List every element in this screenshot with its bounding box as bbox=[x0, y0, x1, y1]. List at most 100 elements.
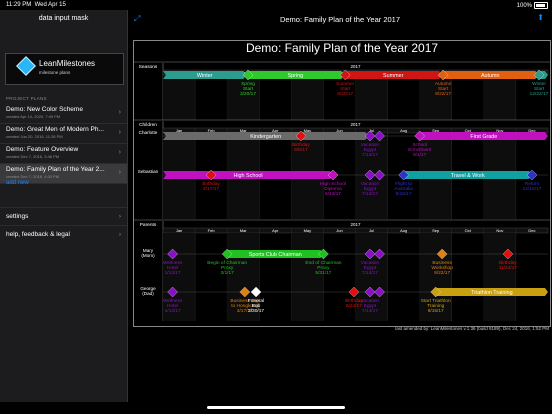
year-label: 2017 bbox=[350, 64, 361, 69]
month-tick-label: Jul bbox=[369, 228, 374, 233]
chevron-right-icon: › bbox=[118, 231, 121, 238]
month-tick-label: Jan bbox=[176, 228, 182, 233]
timeline-chart: Demo: Family Plan of the Year 2017 Seaso… bbox=[133, 40, 551, 327]
battery-icon bbox=[534, 2, 548, 9]
help-label: help, feedback & legal bbox=[6, 231, 70, 238]
milestone-label: Summer Start 6/20/17 bbox=[336, 81, 355, 97]
month-tick-label: Sep bbox=[432, 228, 440, 233]
timeline-bar-label: Travel & Work bbox=[451, 173, 485, 179]
milestone-marker bbox=[167, 286, 178, 298]
project-plan-list: Demo: New Color Scheme created Apr 14, 2… bbox=[0, 104, 127, 184]
month-shade bbox=[419, 233, 452, 321]
month-tick-label: Oct bbox=[465, 128, 472, 133]
milestone-marker bbox=[436, 248, 448, 260]
project-plans-header: PROJECT PLANS bbox=[6, 96, 47, 101]
app-logo: LeanMilestones milestone plans bbox=[5, 53, 124, 85]
milestone-marker bbox=[167, 248, 178, 260]
chevron-right-icon: › bbox=[118, 129, 121, 136]
plan-created: created Apr 14, 2020, 7:49 PM bbox=[6, 114, 61, 119]
year-label: 2017 bbox=[350, 122, 361, 127]
month-tick-label: Dec bbox=[528, 128, 535, 133]
milestone-label: Business Trip to Hongkong 3/17/17 bbox=[230, 298, 259, 314]
settings-item[interactable]: settings › bbox=[0, 207, 127, 225]
home-indicator bbox=[207, 406, 345, 409]
plan-item[interactable]: Demo: Great Men of Modern Ph... created … bbox=[0, 124, 127, 144]
section-label: Parents bbox=[140, 222, 157, 228]
milestone-marker bbox=[398, 169, 409, 181]
milestone-label: Wellness Hotel 1/13/17 bbox=[163, 260, 183, 276]
main-pane: ⤢ Demo: Family Plan of the Year 2017 ⬆ D… bbox=[128, 10, 552, 402]
milestone-marker bbox=[437, 69, 449, 81]
milestone-marker bbox=[502, 248, 514, 260]
month-tick-label: Aug bbox=[400, 228, 407, 233]
chevron-right-icon: › bbox=[118, 109, 121, 116]
row-label: Mary (Mom) bbox=[141, 248, 155, 258]
milestone-marker bbox=[242, 69, 254, 81]
milestone-label: Birthday 11/24/17 bbox=[499, 260, 518, 271]
milestone-marker bbox=[364, 286, 376, 298]
month-tick-label: Apr bbox=[272, 228, 279, 233]
row-label: Sebastian bbox=[138, 169, 159, 174]
timeline-bar bbox=[163, 171, 334, 179]
plan-item-selected[interactable]: Demo: Family Plan of the Year 2... creat… bbox=[0, 164, 127, 184]
share-icon[interactable]: ⬆ bbox=[537, 13, 544, 22]
month-shade bbox=[163, 233, 196, 321]
month-tick-label: Aug bbox=[400, 128, 407, 133]
month-tick-label: May bbox=[304, 228, 312, 233]
milestone-marker bbox=[414, 130, 425, 142]
milestone-label: Begin of Chairman Proxy 3/1/17 bbox=[207, 260, 247, 276]
milestone-label: Vacation Egypt 7/14/17 bbox=[361, 298, 380, 314]
milestone-label: Spring Start 3/20/17 bbox=[240, 81, 256, 97]
milestone-marker bbox=[221, 248, 233, 260]
milestone-marker bbox=[250, 286, 262, 298]
month-tick-label: Apr bbox=[272, 128, 279, 133]
sidebar-menu: settings › help, feedback & legal › bbox=[0, 207, 127, 243]
milestone-label: Flight to Australia 8/15/17 bbox=[394, 181, 413, 197]
settings-label: settings bbox=[6, 213, 29, 220]
month-shade bbox=[483, 233, 516, 321]
battery-status: 100% bbox=[517, 2, 548, 9]
timeline-bar-label: Autumn bbox=[481, 73, 500, 79]
milestone-label: Wellness Hotel 1/13/17 bbox=[163, 298, 183, 314]
plan-title: Demo: Family Plan of the Year 2... bbox=[6, 166, 105, 173]
month-shade bbox=[291, 75, 324, 120]
timeline-bar-label: Kindergarten bbox=[250, 134, 281, 140]
milestone-label: Birthday 2/17/17 bbox=[202, 181, 220, 192]
milestone-marker bbox=[318, 248, 329, 260]
plan-item[interactable]: Demo: New Color Scheme created Apr 14, 2… bbox=[0, 104, 127, 124]
milestone-marker bbox=[533, 69, 545, 81]
milestone-marker bbox=[364, 130, 376, 142]
chevron-right-icon: › bbox=[118, 149, 121, 156]
milestone-label: Vacation Egypt 7/14/17 bbox=[361, 142, 380, 158]
plan-item[interactable]: Demo: Feature Overview created Dec 7, 20… bbox=[0, 144, 127, 164]
milestone-marker bbox=[374, 248, 385, 260]
month-tick-label: Nov bbox=[496, 128, 503, 133]
timeline-bar bbox=[163, 71, 247, 79]
milestone-marker bbox=[364, 169, 376, 181]
add-new-button[interactable]: add new bbox=[6, 180, 29, 186]
timeline-bar-label: Winter bbox=[197, 73, 213, 79]
status-bar: 11:29 PM Wed Apr 15 100% bbox=[0, 0, 552, 10]
month-shade bbox=[355, 75, 388, 120]
month-tick-label: Mar bbox=[240, 228, 248, 233]
diamond-logo-icon bbox=[16, 56, 36, 76]
timeline-bar bbox=[163, 132, 369, 140]
month-tick-label: Jun bbox=[336, 228, 342, 233]
status-time: 11:29 PM Wed Apr 15 bbox=[6, 2, 66, 8]
month-tick-label: May bbox=[304, 128, 312, 133]
timeline-bar-label: First Grade bbox=[470, 134, 497, 140]
milestone-marker bbox=[295, 130, 307, 142]
timeline-bar bbox=[344, 71, 443, 79]
expand-icon[interactable]: ⤢ bbox=[134, 14, 141, 23]
timeline-bar bbox=[419, 132, 548, 140]
section-label: Seasons bbox=[139, 64, 158, 70]
milestone-marker bbox=[205, 169, 217, 181]
milestone-label: Funeral Bob 3/30/17 bbox=[248, 298, 264, 314]
plan-title: Demo: New Color Scheme bbox=[6, 106, 83, 113]
milestone-marker bbox=[364, 248, 376, 260]
milestone-marker bbox=[430, 286, 441, 298]
timeline-bar-label: Summer bbox=[383, 73, 404, 79]
milestone-label: Autumn Start 9/22/17 bbox=[435, 81, 452, 97]
help-feedback-item[interactable]: help, feedback & legal › bbox=[0, 225, 127, 243]
row-label: George (Dad) bbox=[140, 286, 156, 296]
